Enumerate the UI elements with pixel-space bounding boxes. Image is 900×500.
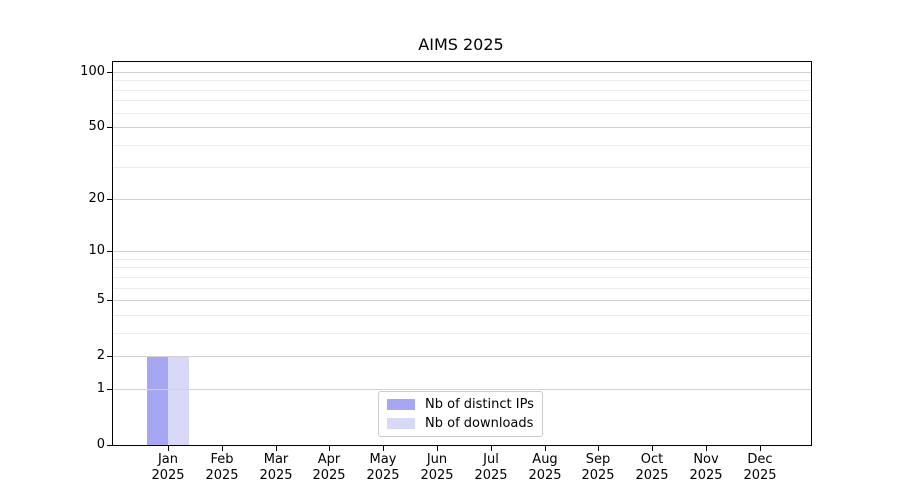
x-tick-month: Jun	[426, 452, 448, 467]
x-tick-year: 2025	[635, 468, 669, 483]
y-axis-tick	[107, 251, 112, 252]
x-tick-year: 2025	[474, 468, 508, 483]
x-tick-year: 2025	[151, 468, 185, 483]
y-axis-tick-label: 10	[88, 243, 105, 258]
x-axis-tick-label: Aug 2025	[517, 452, 573, 484]
minor-gridline	[113, 315, 811, 316]
x-tick-month: Oct	[640, 452, 664, 467]
x-axis-tick-label: Mar 2025	[248, 452, 304, 484]
x-tick-month: Dec	[747, 452, 773, 467]
bar-jan-series1	[168, 356, 189, 445]
y-axis-tick-label: 100	[80, 64, 105, 79]
minor-gridline	[113, 80, 811, 81]
x-tick-month: Feb	[210, 452, 234, 467]
x-tick-month: Jul	[483, 452, 499, 467]
legend-row-distinct-ips: Nb of distinct IPs	[387, 397, 534, 412]
x-axis-tick	[760, 446, 761, 451]
major-gridline	[113, 199, 811, 200]
x-tick-year: 2025	[366, 468, 400, 483]
x-axis-tick-label: Jul 2025	[463, 452, 519, 484]
chart-title: AIMS 2025	[418, 35, 504, 54]
y-axis-tick	[107, 72, 112, 73]
x-tick-month: Mar	[263, 452, 289, 467]
x-tick-year: 2025	[581, 468, 615, 483]
x-tick-year: 2025	[743, 468, 777, 483]
x-tick-month: Aug	[532, 452, 558, 467]
major-gridline	[113, 389, 811, 390]
minor-gridline	[113, 90, 811, 91]
x-tick-year: 2025	[528, 468, 562, 483]
minor-gridline	[113, 100, 811, 101]
y-axis-tick-label: 5	[96, 292, 105, 307]
x-axis-tick-label: Apr 2025	[301, 452, 357, 484]
y-axis-tick	[107, 199, 112, 200]
x-tick-month: Sep	[585, 452, 611, 467]
x-axis-tick-label: Jun 2025	[409, 452, 465, 484]
y-axis-tick	[107, 389, 112, 390]
x-axis-tick-label: Dec 2025	[732, 452, 788, 484]
x-axis-tick-label: Sep 2025	[570, 452, 626, 484]
y-axis-tick	[107, 300, 112, 301]
minor-gridline	[113, 259, 811, 260]
y-axis-tick	[107, 445, 112, 446]
x-tick-month: Nov	[693, 452, 719, 467]
x-tick-year: 2025	[205, 468, 239, 483]
x-axis-tick	[222, 446, 223, 451]
y-axis-tick-label: 2	[96, 348, 105, 363]
legend-swatch-distinct-ips-icon	[387, 399, 415, 410]
major-gridline	[113, 127, 811, 128]
major-gridline	[113, 300, 811, 301]
x-axis-tick-label: Jan 2025	[140, 452, 196, 484]
x-axis-tick	[545, 446, 546, 451]
x-axis-tick	[168, 446, 169, 451]
major-gridline	[113, 251, 811, 252]
y-axis-tick-label: 50	[88, 119, 105, 134]
legend: Nb of distinct IPs Nb of downloads	[378, 391, 543, 437]
x-axis-tick	[276, 446, 277, 451]
x-tick-year: 2025	[312, 468, 346, 483]
x-tick-year: 2025	[259, 468, 293, 483]
major-gridline	[113, 356, 811, 357]
legend-label-downloads: Nb of downloads	[425, 416, 534, 431]
minor-gridline	[113, 113, 811, 114]
legend-label-distinct-ips: Nb of distinct IPs	[425, 397, 534, 412]
x-axis-tick	[437, 446, 438, 451]
x-axis-tick	[383, 446, 384, 451]
y-axis-tick	[107, 127, 112, 128]
minor-gridline	[113, 167, 811, 168]
x-tick-month: Jan	[157, 452, 179, 467]
minor-gridline	[113, 288, 811, 289]
x-axis-tick	[652, 446, 653, 451]
x-axis-tick	[706, 446, 707, 451]
minor-gridline	[113, 145, 811, 146]
x-axis-tick	[598, 446, 599, 451]
bar-jan-series0	[147, 356, 168, 445]
legend-swatch-downloads-icon	[387, 418, 415, 429]
x-axis-tick-label: Nov 2025	[678, 452, 734, 484]
x-tick-month: Apr	[317, 452, 341, 467]
y-axis-tick-label: 1	[96, 381, 105, 396]
plot-area: 0 1 2 5 10 20 50 100 Jan 2025 Feb 2025 Mar 2025 Apr 202…	[80, 61, 812, 483]
x-axis-tick-label: May 2025	[355, 452, 411, 484]
y-axis-tick-label: 20	[88, 191, 105, 206]
x-axis-tick	[329, 446, 330, 451]
x-tick-month: May	[369, 452, 397, 467]
x-axis-tick	[491, 446, 492, 451]
x-axis-tick-label: Feb 2025	[194, 452, 250, 484]
major-gridline	[113, 72, 811, 73]
x-axis-tick-label: Oct 2025	[624, 452, 680, 484]
minor-gridline	[113, 277, 811, 278]
legend-row-downloads: Nb of downloads	[387, 416, 534, 431]
y-axis-tick	[107, 356, 112, 357]
minor-gridline	[113, 267, 811, 268]
x-tick-year: 2025	[689, 468, 723, 483]
y-axis-tick-label: 0	[96, 437, 105, 452]
minor-gridline	[113, 333, 811, 334]
x-tick-year: 2025	[420, 468, 454, 483]
